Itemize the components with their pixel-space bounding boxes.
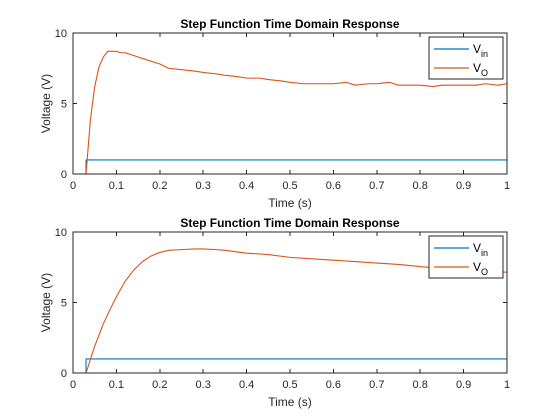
x-tick-label: 0.5	[282, 180, 297, 192]
series-line-vo	[73, 248, 508, 374]
x-tick-label: 0.5	[282, 379, 297, 391]
legend-box	[428, 36, 504, 80]
legend-label-main: V	[473, 42, 481, 56]
x-tick-label: 0	[70, 180, 76, 192]
x-tick-label: 0.4	[239, 180, 254, 192]
x-tick-label: 0.8	[413, 379, 428, 391]
x-tick-label: 0.6	[326, 379, 341, 391]
legend-label-subscript: O	[481, 267, 488, 277]
legend-label-subscript: in	[481, 49, 488, 59]
y-tick-label: 0	[61, 368, 67, 380]
x-tick-label: 0.4	[239, 379, 254, 391]
x-tick-label: 0.3	[196, 180, 211, 192]
x-axis-label: Time (s)	[268, 196, 312, 210]
x-tick-label: 0.6	[326, 180, 341, 192]
y-tick-label: 5	[61, 298, 67, 310]
x-tick-label: 0.8	[413, 180, 428, 192]
y-tick-label: 5	[61, 99, 67, 111]
legend-box	[428, 235, 504, 279]
legend-label-subscript: O	[481, 68, 488, 78]
x-tick-label: 0.2	[152, 379, 167, 391]
y-tick-label: 0	[61, 169, 67, 181]
x-tick-label: 0.1	[109, 379, 124, 391]
legend-label-main: V	[473, 61, 481, 75]
x-tick-label: 0.7	[369, 379, 384, 391]
legend-label-subscript: in	[481, 248, 488, 258]
legend-label-vo: VO	[473, 61, 488, 78]
y-tick-label: 10	[55, 227, 67, 239]
legend-label-main: V	[473, 260, 481, 274]
chart-title: Step Function Time Domain Response	[180, 216, 399, 230]
x-tick-label: 0.1	[109, 180, 124, 192]
x-tick-label: 0.9	[456, 180, 471, 192]
legend-label-main: V	[473, 241, 481, 255]
series-line-vo	[73, 50, 508, 175]
legend-label-vo: VO	[473, 260, 488, 277]
x-tick-label: 0.3	[196, 379, 211, 391]
x-tick-label: 0	[70, 379, 76, 391]
x-tick-label: 1	[504, 180, 510, 192]
y-axis-label: Voltage (V)	[39, 273, 53, 332]
chart-title: Step Function Time Domain Response	[180, 17, 399, 31]
y-tick-label: 10	[55, 28, 67, 40]
x-axis-label: Time (s)	[268, 395, 312, 409]
x-tick-label: 0.7	[369, 180, 384, 192]
y-axis-label: Voltage (V)	[39, 74, 53, 133]
legend-label-vin: Vin	[473, 42, 488, 59]
x-tick-label: 1	[504, 379, 510, 391]
legend-label-vin: Vin	[473, 241, 488, 258]
x-tick-label: 0.2	[152, 180, 167, 192]
x-tick-label: 0.9	[456, 379, 471, 391]
